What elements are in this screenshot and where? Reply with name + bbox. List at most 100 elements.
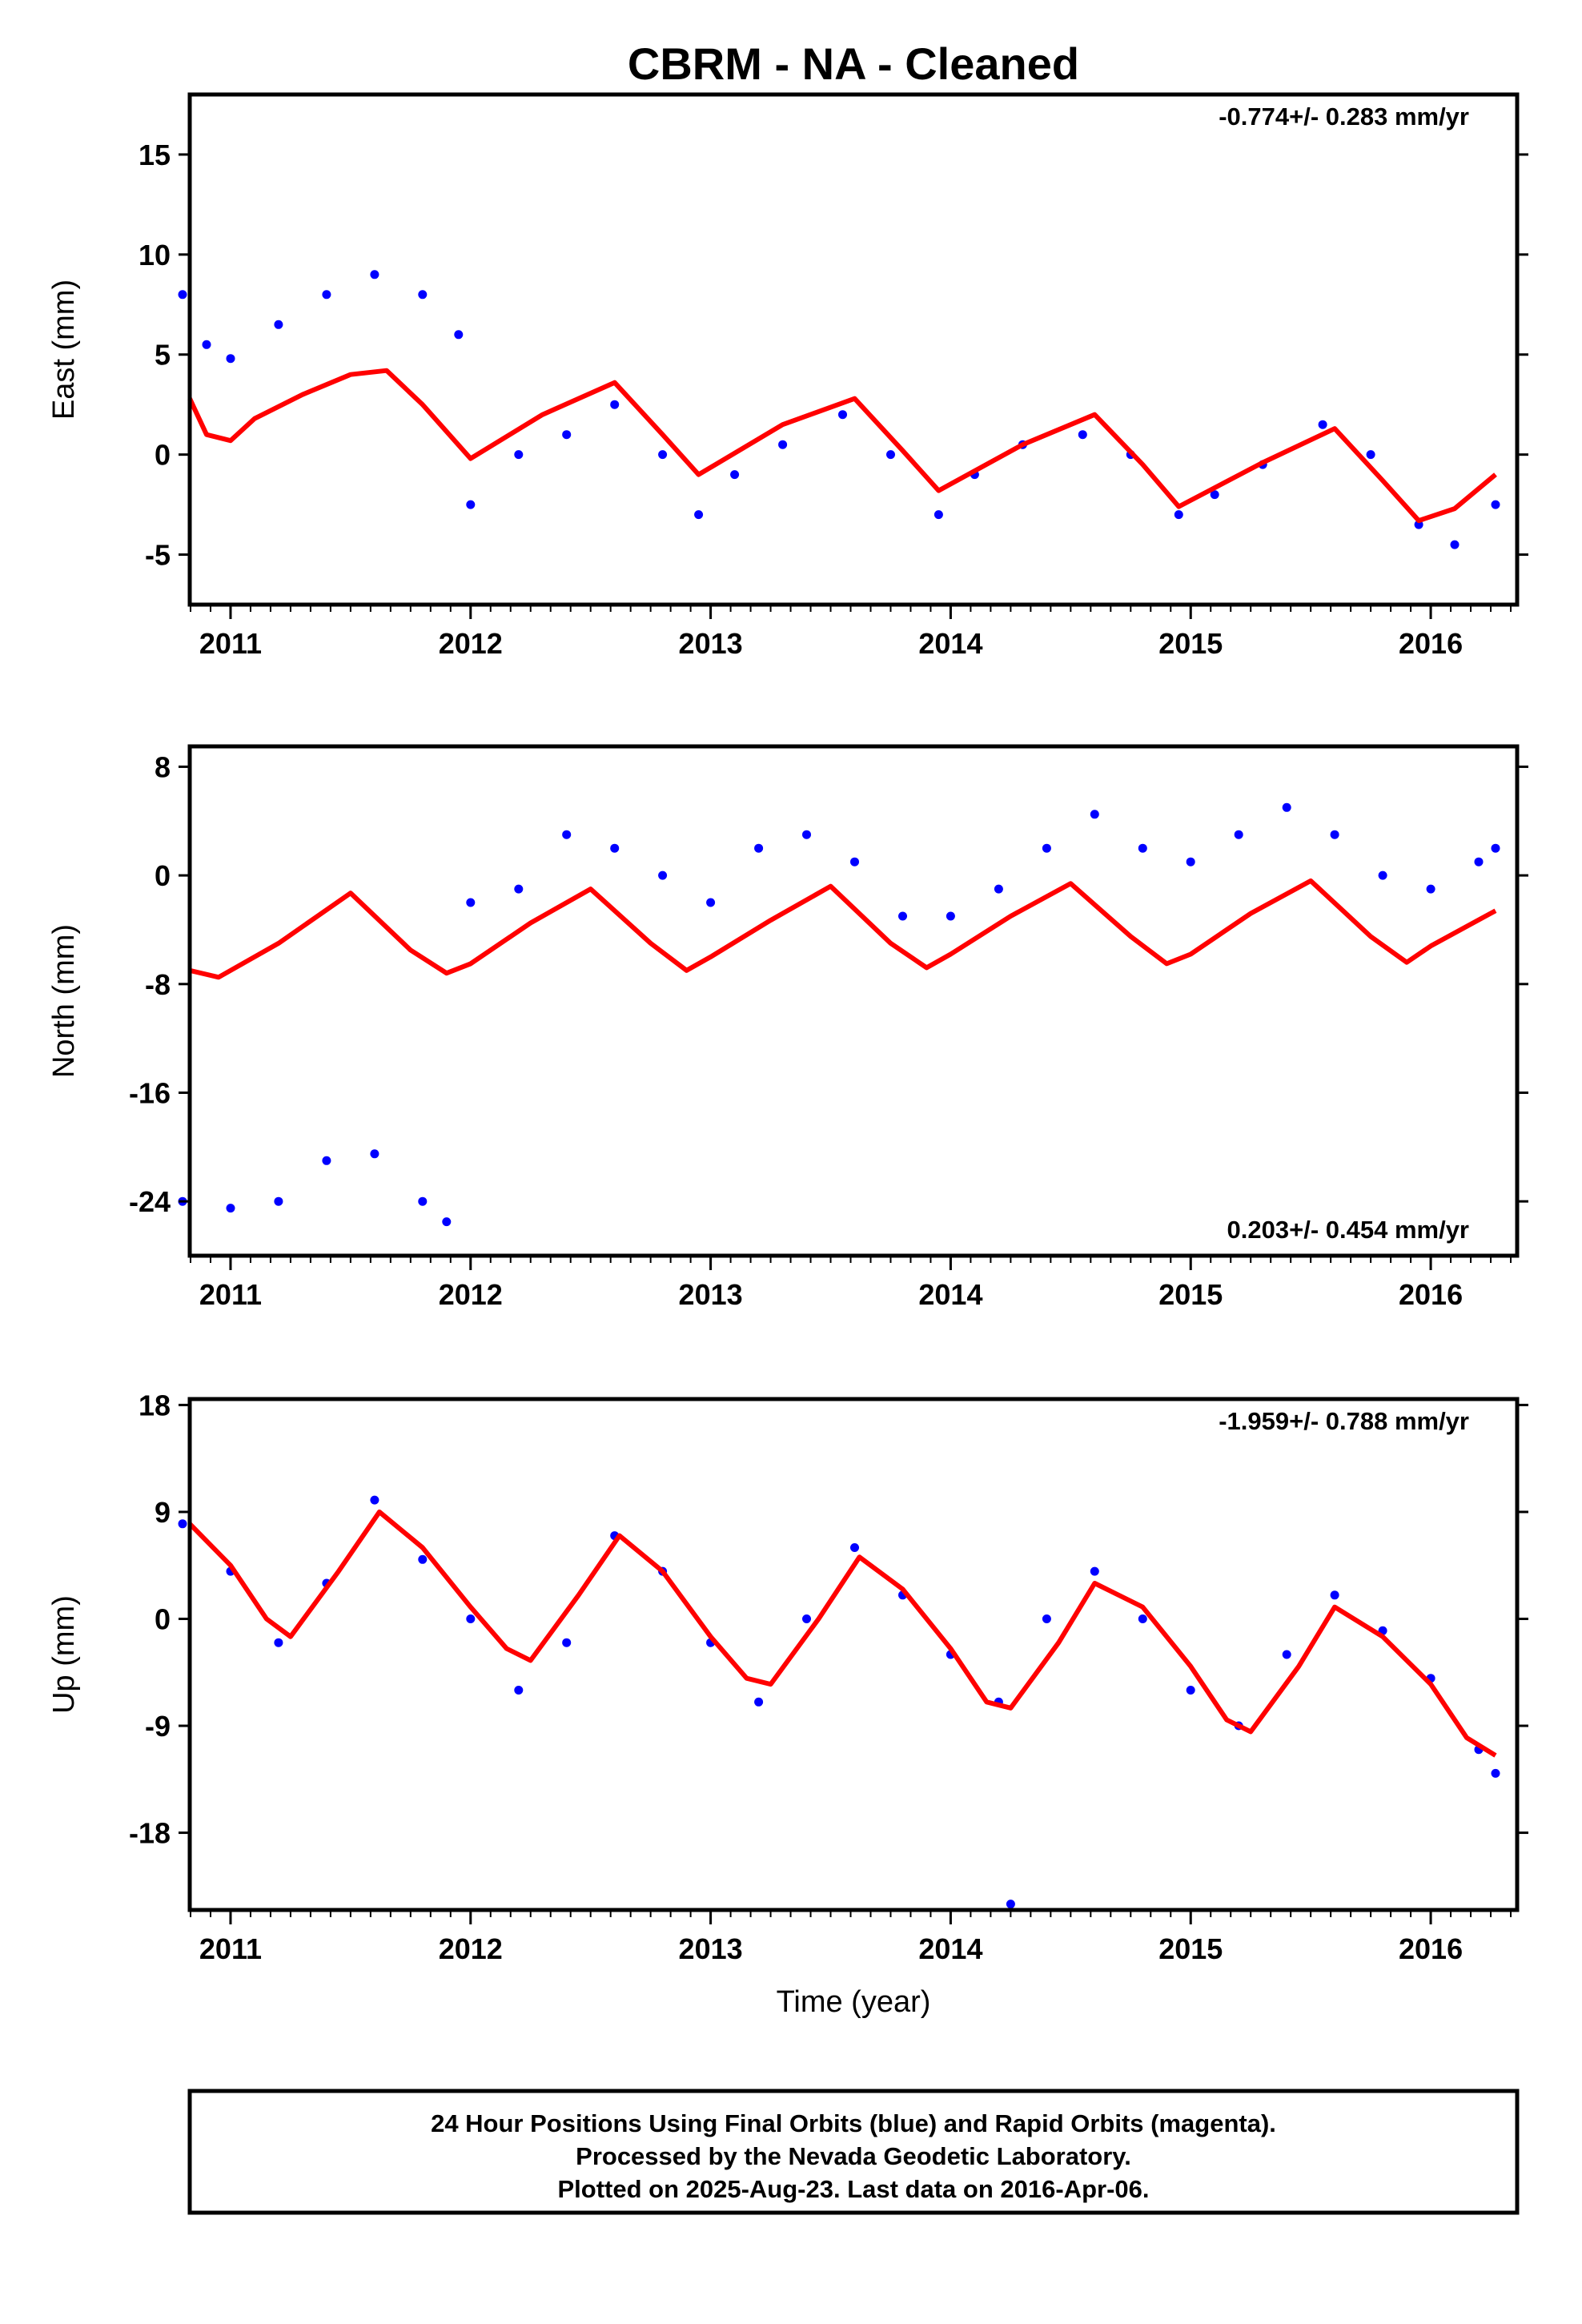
data-point bbox=[466, 898, 476, 907]
data-point bbox=[1006, 1900, 1015, 1909]
data-point bbox=[466, 500, 476, 509]
data-point bbox=[658, 870, 668, 880]
data-point bbox=[1414, 520, 1423, 529]
y-tick-label: 8 bbox=[155, 750, 171, 783]
footer-line-3: Plotted on 2025-Aug-23. Last data on 201… bbox=[557, 2175, 1149, 2203]
data-point bbox=[1491, 1768, 1500, 1778]
data-point bbox=[886, 450, 895, 460]
data-point bbox=[418, 1196, 428, 1206]
x-tick-label: 2016 bbox=[1399, 1278, 1463, 1311]
panel-east: 15 10 5 0 -5 2011 2012 2013 2014 2015 2016 East (mm… bbox=[47, 92, 1528, 660]
data-point bbox=[1210, 490, 1219, 500]
x-tick-label: 2016 bbox=[1399, 1932, 1463, 1965]
velocity-annotation: 0.203+/- 0.454 mm/yr bbox=[1227, 1216, 1469, 1244]
velocity-annotation: -0.774+/- 0.283 mm/yr bbox=[1219, 103, 1469, 131]
plot-frame bbox=[187, 744, 1520, 1258]
data-point bbox=[1366, 450, 1375, 460]
x-tick-label: 2011 bbox=[199, 1278, 262, 1311]
data-point bbox=[370, 270, 379, 279]
data-point bbox=[370, 1149, 379, 1159]
x-tick-label: 2012 bbox=[439, 1932, 503, 1965]
data-point bbox=[322, 290, 331, 300]
panel-north: 8 0 -8 -16 -24 2011 2012 2013 2014 2015 2016 North … bbox=[47, 744, 1528, 1311]
y-tick-label: -16 bbox=[129, 1076, 171, 1109]
panels-group: 15 10 5 0 -5 2011 2012 2013 2014 2015 2016 East (mm… bbox=[47, 92, 1528, 1965]
data-point bbox=[850, 857, 859, 866]
data-point bbox=[934, 510, 943, 520]
x-tick-label: 2011 bbox=[199, 1932, 262, 1965]
data-point bbox=[898, 911, 907, 921]
data-point bbox=[1330, 1590, 1339, 1600]
model-fit-line bbox=[187, 1510, 1497, 1758]
data-point bbox=[1174, 510, 1183, 520]
data-point bbox=[418, 290, 428, 300]
data-point bbox=[1234, 830, 1243, 839]
data-point bbox=[994, 884, 1003, 894]
footer-line-2: Processed by the Nevada Geodetic Laborat… bbox=[576, 2142, 1131, 2170]
data-point bbox=[226, 354, 235, 364]
data-point bbox=[610, 400, 620, 409]
y-tick-label: -8 bbox=[145, 968, 171, 1001]
figure-title: CBRM - NA - Cleaned bbox=[628, 38, 1079, 89]
data-point bbox=[1318, 420, 1327, 429]
data-point bbox=[1491, 500, 1500, 509]
data-point bbox=[754, 843, 764, 853]
data-point bbox=[802, 830, 811, 839]
data-point bbox=[1282, 802, 1291, 812]
data-point bbox=[442, 1217, 452, 1227]
data-point bbox=[274, 320, 283, 329]
data-point bbox=[1042, 843, 1051, 853]
y-tick-label: 18 bbox=[139, 1389, 171, 1421]
y-tick-label: -24 bbox=[129, 1185, 171, 1218]
data-point bbox=[418, 1554, 428, 1564]
y-tick-label: 9 bbox=[155, 1496, 171, 1529]
panel-up: 18 9 0 -9 -18 2011 2012 2013 2014 2015 2016 Up (mm)… bbox=[47, 1389, 1528, 1965]
x-tick-label: 2016 bbox=[1399, 627, 1463, 660]
data-point bbox=[694, 510, 704, 520]
data-point bbox=[946, 911, 955, 921]
data-point bbox=[466, 1614, 476, 1623]
y-tick-label: 10 bbox=[139, 239, 171, 271]
footer-line-1: 24 Hour Positions Using Final Orbits (bl… bbox=[431, 2109, 1276, 2137]
data-point bbox=[1138, 843, 1147, 853]
data-point bbox=[274, 1196, 283, 1206]
data-point bbox=[370, 1495, 379, 1505]
y-tick-label: 0 bbox=[155, 1602, 171, 1635]
y-axis-label: Up (mm) bbox=[47, 1595, 81, 1714]
data-point bbox=[322, 1156, 331, 1165]
data-point bbox=[730, 470, 740, 480]
data-point bbox=[706, 898, 716, 907]
y-tick-label: 5 bbox=[155, 339, 171, 372]
data-point bbox=[1450, 540, 1460, 549]
data-point bbox=[454, 330, 464, 340]
y-tick-label: -18 bbox=[129, 1817, 171, 1850]
x-tick-label: 2015 bbox=[1158, 1932, 1223, 1965]
data-point bbox=[1474, 857, 1484, 866]
x-tick-label: 2013 bbox=[679, 627, 743, 660]
y-tick-label: 0 bbox=[155, 439, 171, 472]
data-point bbox=[658, 450, 668, 460]
x-tick-label: 2012 bbox=[439, 627, 503, 660]
data-point bbox=[802, 1614, 811, 1623]
data-point bbox=[850, 1543, 859, 1552]
data-point bbox=[1090, 1566, 1099, 1576]
x-tick-label: 2014 bbox=[918, 1278, 982, 1311]
data-point bbox=[1282, 1650, 1291, 1659]
data-point bbox=[838, 410, 847, 420]
data-point bbox=[1186, 857, 1195, 866]
model-fit-line bbox=[187, 368, 1497, 524]
data-point bbox=[1378, 870, 1387, 880]
footer-box: 24 Hour Positions Using Final Orbits (bl… bbox=[187, 2089, 1520, 2215]
x-tick-label: 2015 bbox=[1158, 1278, 1223, 1311]
x-axis-label: Time (year) bbox=[777, 1985, 931, 2019]
y-tick-label: -5 bbox=[145, 539, 171, 572]
data-point bbox=[562, 830, 572, 839]
data-point bbox=[202, 340, 211, 349]
data-point bbox=[514, 884, 524, 894]
data-point bbox=[778, 440, 788, 449]
plot-frame bbox=[187, 1397, 1520, 1912]
data-point bbox=[514, 1686, 524, 1695]
x-tick-label: 2013 bbox=[679, 1278, 743, 1311]
x-tick-label: 2014 bbox=[918, 627, 982, 660]
